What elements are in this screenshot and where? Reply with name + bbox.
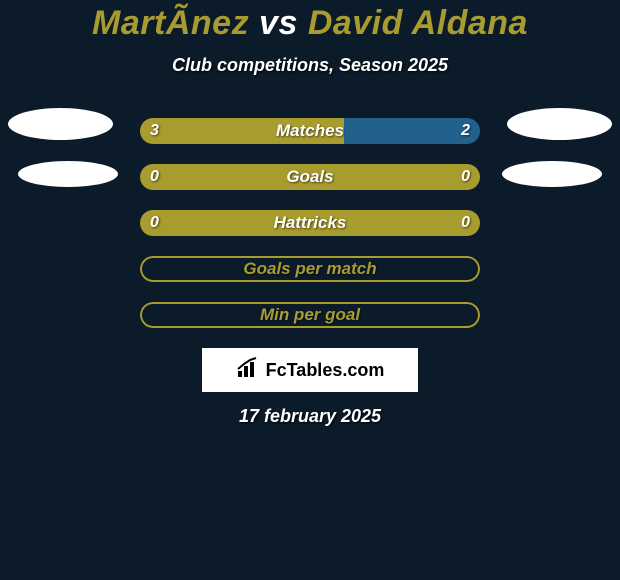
title-player2: David Aldana — [308, 4, 528, 42]
stat-row: Matches32 — [0, 118, 620, 144]
stat-row: Goals00 — [0, 164, 620, 190]
bar-chart-icon — [236, 357, 260, 384]
stat-bar — [140, 302, 480, 328]
date: 17 february 2025 — [0, 406, 620, 427]
subtitle: Club competitions, Season 2025 — [0, 55, 620, 76]
comparison-infographic: MartÃ­nez vs David Aldana Club competiti… — [0, 0, 620, 427]
stat-row: Min per goal — [0, 302, 620, 328]
player-oval-left — [18, 161, 118, 187]
stat-row: Hattricks00 — [0, 210, 620, 236]
player-oval-right — [502, 161, 602, 187]
title-player1: MartÃ­nez — [92, 4, 249, 42]
brand-box: FcTables.com — [202, 348, 418, 392]
stat-row: Goals per match — [0, 256, 620, 282]
page-title: MartÃ­nez vs David Aldana — [0, 4, 620, 43]
stat-bar — [140, 164, 480, 190]
player-oval-left — [8, 108, 113, 140]
brand-text: FcTables.com — [266, 360, 385, 381]
stat-rows: Matches32 Goals00 Hattricks00 Goals per mat… — [0, 118, 620, 328]
title-vs: vs — [259, 4, 298, 42]
stat-bar — [140, 210, 480, 236]
stat-bar — [140, 118, 480, 144]
player-oval-right — [507, 108, 612, 140]
stat-bar — [140, 256, 480, 282]
